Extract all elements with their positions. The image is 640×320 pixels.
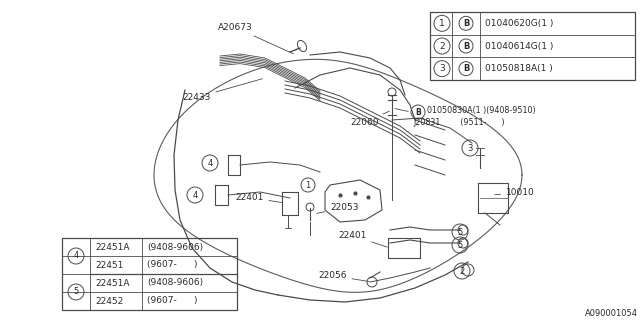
- Text: 22056: 22056: [318, 271, 369, 282]
- Text: 3: 3: [439, 64, 445, 73]
- Text: 3: 3: [467, 143, 473, 153]
- Text: (9607-      ): (9607- ): [147, 260, 198, 269]
- Text: 01050818A(1 ): 01050818A(1 ): [485, 64, 553, 73]
- Text: 2: 2: [460, 267, 465, 276]
- Text: B: B: [415, 108, 421, 116]
- Text: 22433: 22433: [182, 79, 262, 102]
- Text: B: B: [463, 19, 469, 28]
- FancyBboxPatch shape: [62, 238, 237, 310]
- Text: 22401: 22401: [338, 231, 387, 247]
- Text: (9607-      ): (9607- ): [147, 297, 198, 306]
- Text: 5: 5: [458, 228, 463, 236]
- Text: A090001054: A090001054: [585, 309, 638, 318]
- Text: 22452: 22452: [95, 297, 124, 306]
- Text: 1: 1: [439, 19, 445, 28]
- Text: 2: 2: [439, 42, 445, 51]
- Text: 22053: 22053: [317, 203, 358, 213]
- Text: 22451: 22451: [95, 260, 124, 269]
- Text: 5: 5: [74, 287, 79, 297]
- Text: 1: 1: [305, 180, 310, 189]
- Text: (9408-9606): (9408-9606): [147, 278, 203, 287]
- Text: 22451A: 22451A: [95, 243, 129, 252]
- Text: A20673: A20673: [218, 23, 294, 54]
- Text: 01050830A(1 )(9408-9510): 01050830A(1 )(9408-9510): [427, 106, 536, 115]
- Text: 01040620G(1 ): 01040620G(1 ): [485, 19, 554, 28]
- Text: 22451A: 22451A: [95, 278, 129, 287]
- Text: 22401: 22401: [235, 193, 282, 203]
- Text: J20831        (9511-      ): J20831 (9511- ): [413, 117, 504, 126]
- Text: 4: 4: [74, 252, 79, 260]
- FancyBboxPatch shape: [430, 12, 635, 80]
- Text: 4: 4: [193, 190, 198, 199]
- Text: B: B: [463, 64, 469, 73]
- Text: 4: 4: [207, 158, 212, 167]
- Text: 22060: 22060: [350, 111, 390, 127]
- Text: 01040614G(1 ): 01040614G(1 ): [485, 42, 554, 51]
- Text: 5: 5: [458, 241, 463, 250]
- Text: B: B: [463, 42, 469, 51]
- Text: (9408-9606): (9408-9606): [147, 243, 203, 252]
- Text: 10010: 10010: [495, 188, 535, 197]
